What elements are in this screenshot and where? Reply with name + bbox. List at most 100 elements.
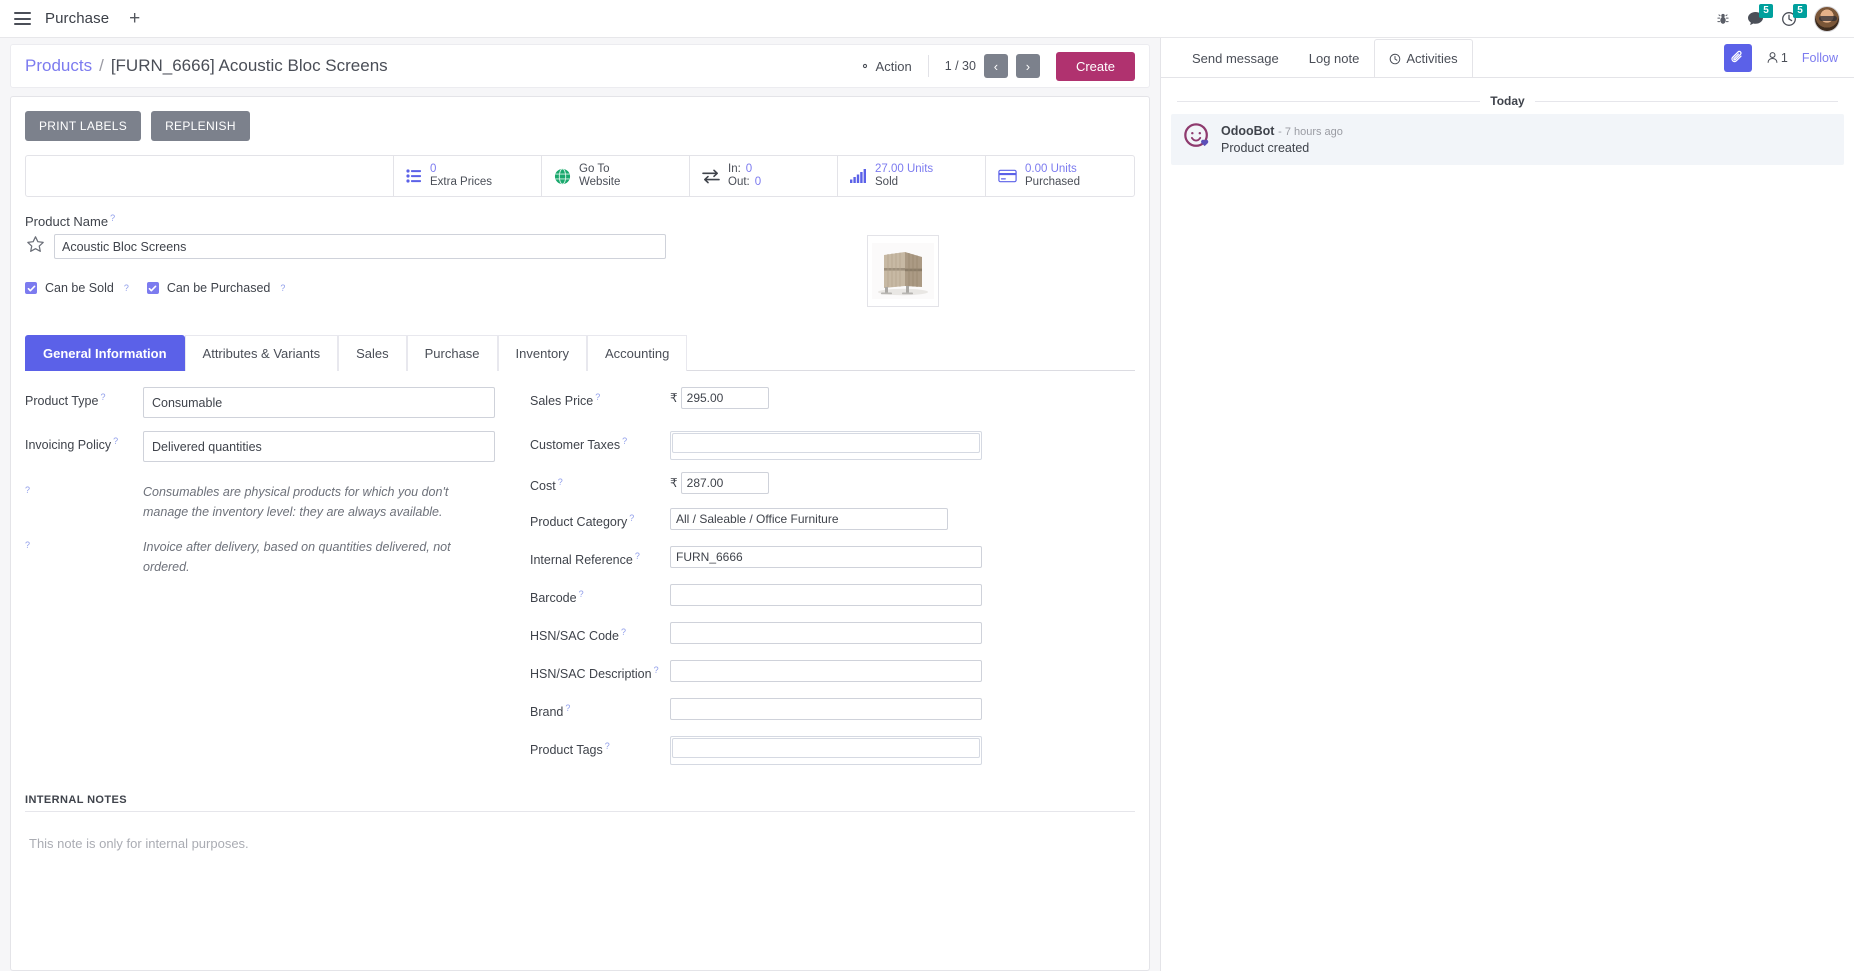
star-icon[interactable] [25, 234, 46, 259]
product-tags-input[interactable] [672, 738, 980, 758]
cost-input[interactable] [680, 472, 769, 494]
hamburger-icon[interactable] [14, 12, 31, 25]
help-icon[interactable]: ? [280, 283, 286, 294]
print-labels-button[interactable]: PRINT LABELS [25, 111, 142, 141]
product-name-row [25, 234, 867, 260]
can-be-sold-checkbox[interactable] [25, 282, 37, 295]
product-flags: Can be Sold? Can be Purchased? [25, 281, 867, 295]
exchange-arrows-icon [702, 169, 720, 183]
globe-icon [554, 167, 571, 185]
action-menu-button[interactable]: Action [859, 55, 929, 77]
messages-icon[interactable]: 5 [1747, 4, 1773, 26]
follow-button[interactable]: Follow [1801, 50, 1838, 65]
product-category-input[interactable] [670, 508, 948, 530]
paperclip-icon[interactable] [1723, 43, 1752, 72]
hsn-desc-label: HSN/SAC Description [530, 667, 652, 682]
help-icon[interactable]: ? [653, 665, 659, 675]
help-icon[interactable]: ? [578, 589, 584, 599]
internal-notes-placeholder[interactable]: This note is only for internal purposes. [29, 836, 249, 851]
stat-button-extra-prices[interactable]: 0 Extra Prices [394, 156, 542, 196]
field-brand: Brand? [530, 698, 1135, 720]
help-icon[interactable]: ? [595, 392, 601, 402]
invoicing-policy-label: Invoicing Policy [25, 438, 112, 453]
can-be-purchased-label: Can be Purchased [166, 281, 271, 296]
activities-clock-icon[interactable]: 5 [1781, 3, 1807, 27]
customer-taxes-input[interactable] [672, 433, 980, 453]
stat-button-go-to-website[interactable]: Go To Website [542, 156, 690, 196]
tab-accounting[interactable]: Accounting [587, 335, 688, 371]
help-icon[interactable]: ? [620, 627, 626, 637]
page-body: Products / [FURN_6666] Acoustic Bloc Scr… [0, 38, 1854, 971]
day-separator-label: Today [1490, 94, 1525, 108]
message-item: OdooBot - 7 hours ago Product created [1171, 114, 1844, 165]
go-to-website-line1: Go To [579, 162, 610, 175]
app-title[interactable]: Purchase [45, 10, 110, 27]
new-tab-button[interactable]: + [129, 8, 141, 29]
barcode-input[interactable] [670, 584, 982, 606]
form-column: Products / [FURN_6666] Acoustic Bloc Scr… [0, 38, 1160, 971]
create-button[interactable]: Create [1055, 51, 1135, 81]
tab-inventory[interactable]: Inventory [497, 335, 588, 371]
field-cost: Cost? ₹ [530, 472, 1135, 494]
help-icon[interactable]: ? [565, 703, 571, 713]
stat-button-units-sold[interactable]: 27.00 Units Sold [838, 156, 986, 196]
invoicing-policy-input[interactable] [143, 431, 495, 462]
form-right-column: Sales Price? ₹ Customer Taxes? [530, 387, 1135, 778]
replenish-button[interactable]: REPLENISH [151, 111, 250, 141]
product-image[interactable] [867, 235, 939, 307]
bug-icon[interactable] [1716, 12, 1730, 26]
help-icon[interactable]: ? [557, 477, 563, 487]
field-hsn-sac-description: HSN/SAC Description? [530, 660, 1135, 682]
invoicing-policy-control [143, 431, 530, 462]
help-icon[interactable]: ? [25, 485, 31, 495]
internal-reference-input[interactable] [670, 546, 982, 568]
help-icon[interactable]: ? [25, 539, 31, 550]
tab-attributes-variants[interactable]: Attributes & Variants [184, 335, 339, 371]
product-tags-container[interactable] [670, 736, 982, 765]
hsn-desc-input[interactable] [670, 660, 982, 682]
chatter-send-message-tab[interactable]: Send message [1192, 51, 1279, 66]
general-information-pane: Product Type? Invoicing Policy? [25, 371, 1135, 778]
hsn-desc-control [670, 660, 1135, 682]
sales-price-input[interactable] [680, 387, 769, 409]
barcode-label: Barcode [530, 591, 577, 606]
help-product-type: ? Consumables are physical products for … [25, 482, 530, 523]
chatter-log-note-tab[interactable]: Log note [1308, 51, 1360, 66]
can-be-purchased-checkbox[interactable] [146, 282, 159, 295]
pager-next-button[interactable]: › [1015, 54, 1040, 78]
sales-price-label: Sales Price [530, 394, 594, 409]
stat-button-units-purchased[interactable]: 0.00 Units Purchased [986, 156, 1134, 196]
product-name-input[interactable] [54, 234, 666, 260]
day-separator: Today [1177, 94, 1839, 108]
help-icon[interactable]: ? [622, 436, 628, 446]
followers-button[interactable]: 1 [1766, 51, 1788, 65]
brand-input[interactable] [670, 698, 982, 720]
breadcrumb-products-link[interactable]: Products [25, 56, 93, 75]
avatar[interactable] [1814, 5, 1840, 32]
brand-control [670, 698, 1135, 720]
hsn-code-input[interactable] [670, 622, 982, 644]
tab-purchase[interactable]: Purchase [406, 335, 498, 371]
customer-taxes-tags-container[interactable] [670, 431, 982, 460]
help-icon[interactable]: ? [123, 283, 129, 294]
pager-previous-button[interactable]: ‹ [983, 54, 1008, 78]
separator-line-left [1177, 100, 1481, 102]
help-icon[interactable]: ? [110, 213, 116, 223]
help-icon[interactable]: ? [629, 513, 635, 523]
help-icon[interactable]: ? [100, 392, 106, 402]
help-icon[interactable]: ? [604, 741, 610, 751]
help-icon[interactable]: ? [113, 436, 119, 446]
tab-general-information[interactable]: General Information [25, 335, 185, 371]
field-barcode: Barcode? [530, 584, 1135, 606]
top-navbar: Purchase + 5 5 [0, 0, 1854, 38]
hsn-code-control [670, 622, 1135, 644]
chatter-activities-tab[interactable]: Activities [1374, 39, 1473, 77]
message-timestamp: - 7 hours ago [1278, 126, 1343, 138]
help-icon[interactable]: ? [634, 551, 640, 561]
cost-currency: ₹ [670, 476, 678, 490]
product-category-control [670, 508, 1135, 530]
stat-button-in-out[interactable]: In: 0 Out: 0 [690, 156, 838, 196]
tab-sales[interactable]: Sales [338, 335, 407, 371]
odoobot-avatar[interactable] [1183, 122, 1211, 150]
product-type-input[interactable] [143, 387, 495, 418]
